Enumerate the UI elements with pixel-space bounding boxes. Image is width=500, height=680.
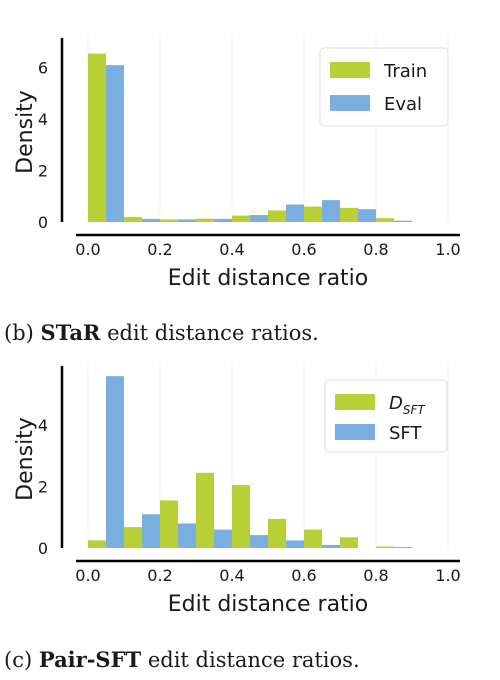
histogram-bar-d-sft-4 (232, 485, 250, 548)
chart-panel-b: 0 2 4 6 Density 0.0 0.2 0.4 0.6 0.8 1.0 Edit distan… (0, 0, 500, 300)
histogram-bar-train-6 (304, 206, 322, 222)
histogram-bar-d-sft-6 (304, 529, 322, 548)
chart-legend: DSFT SFT (324, 379, 448, 453)
caption-label: (b) (4, 321, 34, 345)
x-tick-label: 0.8 (363, 240, 388, 259)
caption-text: edit distance ratios. (147, 648, 360, 672)
histogram-bar-d-sft-1 (124, 527, 142, 548)
histogram-bar-sft-6 (322, 544, 340, 548)
x-tick-label: 0.6 (291, 566, 316, 585)
figure-caption-c: (c) Pair-SFT edit distance ratios. (4, 647, 360, 672)
legend-swatch (330, 62, 370, 78)
y-axis-title: Density (13, 417, 38, 501)
y-tick-label: 0 (38, 539, 48, 558)
x-axis-title: Edit distance ratio (168, 592, 369, 617)
histogram-bar-eval-1 (142, 218, 160, 222)
x-tick-label: 0.8 (363, 566, 388, 585)
x-tick-label: 0.4 (219, 566, 244, 585)
legend-swatch (335, 394, 375, 410)
histogram-bar-train-7 (340, 207, 358, 222)
x-tick-label: 0.4 (219, 240, 244, 259)
histogram-bar-train-8 (376, 218, 394, 222)
histogram-bar-sft-3 (214, 529, 232, 548)
legend-swatch (335, 424, 375, 440)
y-axis-title: Density (13, 90, 38, 174)
caption-label: (c) (4, 648, 33, 672)
y-tick-label: 4 (38, 110, 48, 129)
histogram-bar-train-5 (268, 210, 286, 222)
histogram-bar-eval-3 (214, 218, 232, 222)
histogram-bar-train-1 (124, 216, 142, 222)
histogram-bar-eval-4 (250, 215, 268, 222)
x-tick-label: 0.0 (75, 566, 100, 585)
chart-legend: Train Eval (319, 47, 449, 127)
histogram-bar-train-3 (196, 218, 214, 222)
x-tick-label: 1.0 (435, 240, 460, 259)
x-axis-title: Edit distance ratio (168, 266, 369, 291)
histogram-bar-sft-4 (250, 535, 268, 548)
histogram-bar-sft-1 (142, 514, 160, 548)
legend-label: Eval (384, 94, 422, 115)
legend-label: DSFT (389, 393, 426, 417)
histogram-bar-eval-8 (394, 220, 412, 222)
y-tick-label: 2 (38, 162, 48, 181)
legend-swatch (330, 95, 370, 111)
histogram-bar-eval-7 (358, 209, 376, 222)
histogram-bar-sft-0 (106, 376, 124, 548)
x-tick-label: 0.6 (291, 240, 316, 259)
y-tick-label: 6 (38, 59, 48, 78)
y-tick-label: 4 (38, 416, 48, 435)
histogram-bar-eval-6 (322, 200, 340, 222)
x-tick-label: 0.2 (147, 566, 172, 585)
legend-label: Train (383, 61, 427, 82)
caption-text: edit distance ratios. (107, 321, 319, 345)
histogram-bar-d-sft-7 (340, 537, 358, 548)
histogram-bar-sft-2 (178, 523, 196, 548)
histogram-bar-sft-8 (394, 547, 412, 548)
x-tick-label: 0.2 (147, 240, 172, 259)
legend-label: SFT (389, 423, 422, 444)
histogram-bar-eval-0 (106, 65, 124, 223)
figure-caption-b: (b) STaR edit distance ratios. (4, 320, 319, 345)
histogram-bar-d-sft-5 (268, 518, 286, 548)
y-tick-label: 2 (38, 478, 48, 497)
histogram-bar-train-0 (88, 53, 106, 223)
histogram-bar-train-4 (232, 215, 250, 222)
legend-box (324, 379, 448, 453)
histogram-bar-sft-5 (286, 540, 304, 548)
histogram-bar-eval-5 (286, 204, 304, 222)
caption-method-name: STaR (40, 320, 101, 345)
chart-panel-c: 0 2 4 Density 0.0 0.2 0.4 0.6 0.8 1.0 Edit distanc… (0, 362, 500, 624)
y-tick-label: 0 (38, 213, 48, 232)
histogram-bar-d-sft-0 (88, 540, 106, 548)
histogram-bar-d-sft-3 (196, 472, 214, 548)
x-tick-label: 1.0 (435, 566, 460, 585)
x-tick-label: 0.0 (75, 240, 100, 259)
histogram-bar-d-sft-2 (160, 500, 178, 548)
caption-method-name: Pair-SFT (38, 647, 142, 672)
histogram-bar-d-sft-8 (376, 546, 394, 548)
histogram-bar-train-2 (160, 219, 178, 222)
histogram-bar-eval-2 (178, 219, 196, 222)
